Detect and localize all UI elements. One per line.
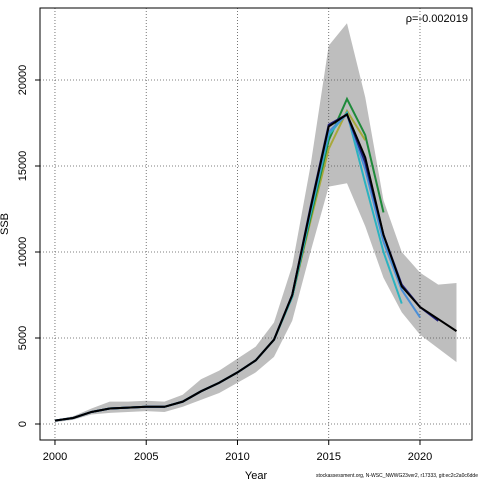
x-tick-label: 2020 bbox=[408, 451, 432, 463]
confidence-band bbox=[54, 23, 457, 423]
x-tick-label: 2005 bbox=[134, 451, 158, 463]
x-tick-label: 2000 bbox=[43, 451, 67, 463]
x-tick-label: 2015 bbox=[316, 451, 340, 463]
y-tick-label: 0 bbox=[17, 421, 29, 427]
footer: stockassessment.org, N-WSC_NWWG23ver2, r… bbox=[316, 473, 478, 479]
y-tick-label: 15000 bbox=[17, 151, 29, 182]
y-tick-label: 10000 bbox=[17, 237, 29, 268]
y-axis-label: SSB bbox=[0, 213, 11, 235]
x-tick-label: 2010 bbox=[225, 451, 249, 463]
retro-line bbox=[54, 112, 458, 422]
y-tick-label: 5000 bbox=[17, 326, 29, 350]
y-tick-label: 20000 bbox=[17, 65, 29, 96]
x-axis-label: Year bbox=[245, 470, 268, 480]
plot-frame bbox=[39, 7, 473, 441]
annotation: ρ=-0.002019 bbox=[406, 13, 468, 25]
